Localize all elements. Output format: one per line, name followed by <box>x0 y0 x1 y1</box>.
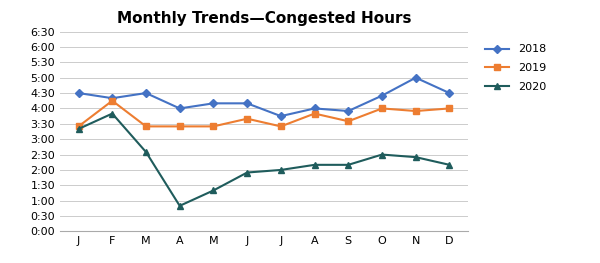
2018 <box>176 107 184 110</box>
2018 <box>142 92 149 95</box>
2020 <box>379 153 386 156</box>
2019 <box>176 125 184 128</box>
2020 <box>446 163 453 166</box>
2019 <box>412 109 419 113</box>
2018 <box>109 97 116 100</box>
2020 <box>142 150 149 154</box>
2018 <box>379 94 386 97</box>
2018 <box>344 109 352 113</box>
2018 <box>244 102 251 105</box>
2018 <box>75 92 82 95</box>
2019 <box>244 117 251 120</box>
2019 <box>311 112 318 115</box>
Line: 2020: 2020 <box>76 110 452 209</box>
2020 <box>210 189 217 192</box>
2018 <box>412 76 419 79</box>
2020 <box>311 163 318 166</box>
Line: 2018: 2018 <box>76 75 452 119</box>
Title: Monthly Trends—Congested Hours: Monthly Trends—Congested Hours <box>117 11 411 26</box>
Legend: 2018, 2019, 2020: 2018, 2019, 2020 <box>482 41 550 95</box>
2019 <box>379 107 386 110</box>
2018 <box>277 115 284 118</box>
2020 <box>109 112 116 115</box>
2019 <box>142 125 149 128</box>
2018 <box>446 92 453 95</box>
2019 <box>109 99 116 102</box>
2019 <box>446 107 453 110</box>
2019 <box>210 125 217 128</box>
2020 <box>412 156 419 159</box>
2019 <box>344 120 352 123</box>
2019 <box>75 125 82 128</box>
2020 <box>344 163 352 166</box>
2019 <box>277 125 284 128</box>
2020 <box>176 204 184 208</box>
2020 <box>244 171 251 174</box>
Line: 2019: 2019 <box>76 98 452 129</box>
2020 <box>277 168 284 171</box>
2020 <box>75 127 82 130</box>
2018 <box>311 107 318 110</box>
2018 <box>210 102 217 105</box>
